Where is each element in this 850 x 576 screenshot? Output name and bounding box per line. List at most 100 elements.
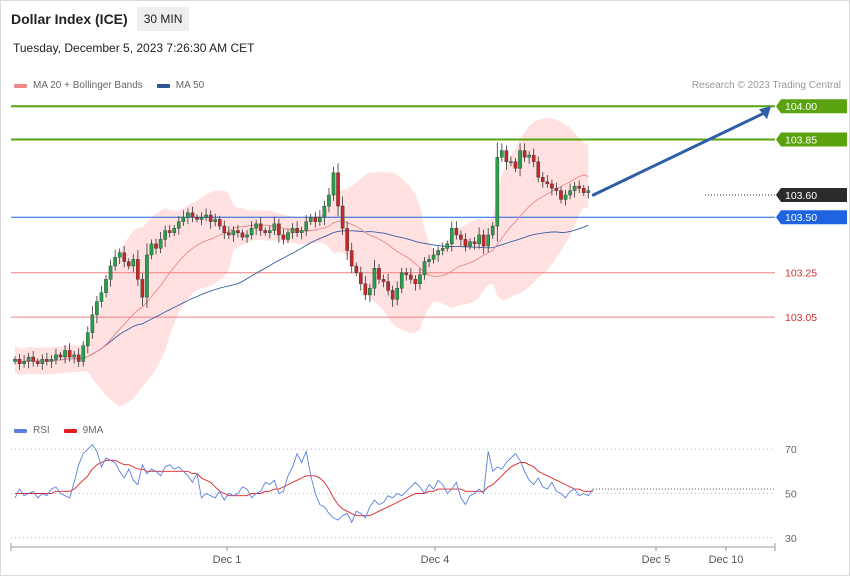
candle: [31, 351, 36, 367]
rsi-legend: RSI 9MA: [14, 425, 117, 436]
candle: [67, 343, 72, 362]
candle: [481, 229, 486, 254]
candle-body: [463, 239, 468, 247]
candle-body: [522, 150, 527, 158]
candle-body: [536, 161, 541, 178]
candle-body: [490, 225, 495, 236]
candle: [126, 258, 131, 270]
candle: [422, 256, 427, 280]
candle-body: [404, 272, 409, 276]
candle: [472, 236, 477, 250]
candle-body: [418, 274, 422, 285]
candle: [527, 151, 531, 164]
candle: [140, 273, 145, 306]
x-tick-label: Dec 1: [213, 554, 242, 566]
candle: [495, 142, 500, 242]
candle-body: [13, 359, 17, 362]
candle-body: [318, 216, 322, 222]
instrument-title: Dollar Index (ICE): [11, 11, 128, 27]
candle: [272, 216, 277, 236]
level-label-103.60: 103.60: [785, 190, 817, 202]
candle-body: [145, 254, 149, 298]
candle: [331, 166, 336, 201]
candle-body: [85, 332, 90, 347]
candle: [308, 213, 313, 225]
projection-arrowhead: [759, 106, 771, 120]
candle-body: [368, 288, 372, 296]
candle: [427, 254, 431, 268]
candle-body: [381, 279, 386, 282]
candle: [199, 212, 204, 226]
candle: [336, 163, 340, 217]
candle: [81, 340, 86, 367]
candle: [26, 352, 31, 369]
candle: [550, 179, 554, 196]
candle: [258, 217, 263, 236]
candle: [217, 215, 222, 230]
candle: [463, 233, 468, 252]
candle-body: [236, 230, 240, 233]
candle-body: [99, 292, 104, 302]
candle: [390, 285, 395, 307]
candle: [145, 243, 149, 308]
candle-body: [431, 254, 436, 260]
candle: [586, 185, 591, 199]
candle: [17, 354, 22, 370]
candle: [95, 296, 99, 324]
candle: [222, 220, 227, 240]
candle-body: [313, 216, 318, 222]
candle: [572, 181, 577, 198]
candle-body: [272, 223, 277, 231]
candle-body: [140, 279, 145, 298]
level-label-103.25: 103.25: [785, 268, 817, 280]
candle: [240, 229, 245, 241]
candle-body: [31, 356, 36, 362]
x-tick-label: Dec 5: [642, 554, 671, 566]
candle-body: [504, 150, 509, 162]
candle-body: [231, 230, 236, 236]
candle: [377, 263, 381, 284]
candle-body: [586, 190, 591, 193]
legend-ma20: MA 20 + Bollinger Bands: [14, 80, 143, 91]
candle-body: [263, 230, 268, 233]
candle-body: [436, 250, 440, 256]
candle: [263, 227, 268, 236]
candle-body: [477, 234, 481, 245]
candle-body: [40, 359, 45, 364]
candle-body: [195, 216, 199, 220]
candle: [195, 214, 199, 223]
candle-body: [163, 230, 167, 240]
timeframe-badge[interactable]: 30 MIN: [136, 7, 190, 31]
candle: [322, 200, 327, 226]
candle-body: [217, 219, 222, 227]
candle-body: [149, 243, 154, 256]
level-tag-103.60: [776, 188, 847, 202]
candle: [563, 189, 568, 206]
candle-body: [286, 232, 290, 240]
candle-body: [486, 234, 491, 247]
candle-body: [158, 239, 163, 249]
candle-body: [390, 290, 395, 300]
candle: [295, 221, 299, 237]
candle: [349, 242, 354, 273]
candle: [404, 267, 409, 281]
candle-body: [76, 354, 81, 362]
candle: [72, 350, 76, 364]
candle: [268, 225, 272, 239]
projection-arrow: [591, 110, 768, 197]
candle: [340, 196, 345, 236]
x-tick-label: Dec 4: [421, 554, 450, 566]
candle-body: [454, 228, 459, 236]
candle: [450, 221, 454, 252]
candle-body: [518, 150, 522, 169]
candle: [299, 226, 304, 240]
candle: [536, 156, 541, 183]
candle-body: [281, 234, 286, 240]
candle-body: [440, 248, 445, 251]
candle: [90, 306, 95, 339]
candle: [304, 214, 309, 237]
candle: [327, 188, 331, 213]
candle-body: [399, 272, 404, 289]
candle-body: [190, 212, 195, 218]
candle-body: [258, 223, 263, 231]
